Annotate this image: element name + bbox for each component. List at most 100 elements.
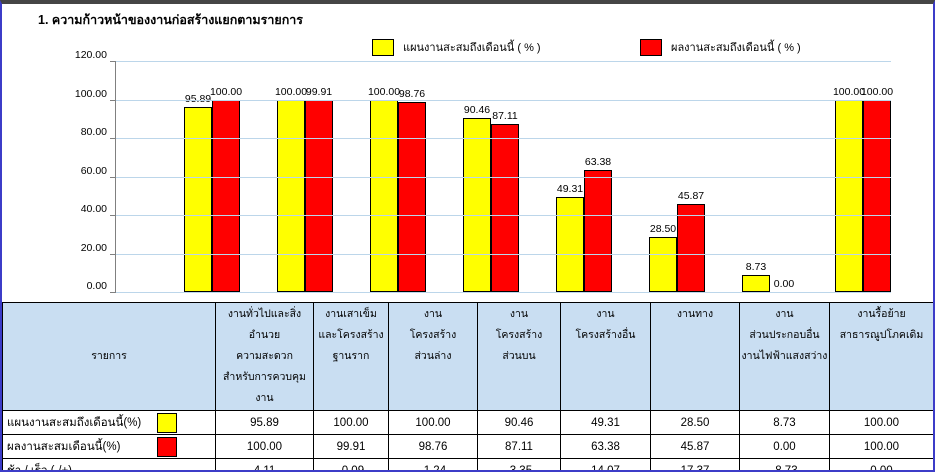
- value-cell: -1.24: [388, 458, 478, 470]
- row-label: ช้า / เร็ว (-/+): [7, 464, 73, 472]
- bar-group-6: 28.50 45.87: [649, 61, 705, 292]
- bar-value-label: 100.00: [209, 85, 243, 98]
- y-axis-tick-label: 0.00: [86, 280, 107, 292]
- value-cell: 98.76: [388, 434, 478, 459]
- plan-bar-slot: 28.50: [649, 61, 677, 292]
- bar-group-4: 90.46 87.11: [463, 61, 519, 292]
- value-cell: 95.89: [215, 410, 314, 435]
- column-header: งาน โครงสร้าง ส่วนล่าง: [388, 302, 478, 411]
- actual-bar: [677, 203, 705, 292]
- plan-bar: [184, 107, 212, 292]
- gridline: [116, 215, 891, 216]
- value-cell: -8.73: [739, 458, 830, 470]
- row-label-wrap: แผนงานสะสมถึงเดือนนี้(%): [4, 412, 215, 433]
- y-axis-tick: [110, 138, 116, 139]
- bar-value-label: 100.00: [832, 85, 866, 98]
- y-axis-tick: [110, 292, 116, 293]
- y-axis-tick-label: 60.00: [80, 164, 107, 177]
- legend-item-plan: แผนงานสะสมถึงเดือนนี้ ( % ): [372, 38, 541, 56]
- bar-value-label: 98.76: [398, 87, 426, 100]
- actual-bar: [491, 124, 519, 292]
- value-cell: 17.37: [650, 458, 740, 470]
- value-cell: 49.31: [560, 410, 651, 435]
- value-cell: 100.00: [829, 410, 933, 435]
- row-label-cell: ช้า / เร็ว (-/+): [2, 458, 216, 472]
- row-label: ผลงานสะสมเดือนนี้(%): [7, 440, 121, 453]
- plan-bar: [370, 99, 398, 292]
- value-cell: 100.00: [829, 434, 933, 459]
- bar-group-3: 100.00 98.76: [367, 61, 426, 292]
- value-cell: -0.09: [313, 458, 389, 470]
- bar-value-label: 0.00: [773, 278, 795, 290]
- data-table: รายการ งานทั่วไปและสิ่งอำนวย ความสะดวก สำ…: [2, 302, 933, 472]
- actual-bar-slot: 45.87: [677, 61, 705, 292]
- value-cell: 0.00: [739, 434, 830, 459]
- bar-group-5: 49.31 63.38: [556, 61, 612, 292]
- value-cell: 90.46: [477, 410, 561, 435]
- value-cell: 99.91: [313, 434, 389, 459]
- figure-title: 1. ความก้าวหน้าของงานก่อสร้างแยกตามรายกา…: [38, 13, 303, 27]
- plan-bar: [649, 237, 677, 292]
- value-cell: 0.00: [829, 458, 933, 470]
- row-label: แผนงานสะสมถึงเดือนนี้(%): [7, 416, 142, 429]
- actual-bar-slot: 63.38: [584, 61, 612, 292]
- actual-bar-slot: 98.76: [398, 61, 426, 292]
- value-cell: 14.07: [560, 458, 651, 470]
- actual-bar: [305, 99, 333, 292]
- column-header: งาน โครงสร้างอื่น: [560, 302, 651, 411]
- bar-value-label: 100.00: [367, 85, 401, 98]
- y-axis-tick: [110, 61, 116, 62]
- legend-item-actual: ผลงานสะสมถึงเดือนนี้ ( % ): [640, 38, 801, 56]
- legend-label-plan: แผนงานสะสมถึงเดือนนี้ ( % ): [403, 42, 541, 54]
- row-label-wrap: ช้า / เร็ว (-/+): [4, 462, 215, 472]
- y-axis-tick: [110, 99, 116, 101]
- gridline: [116, 138, 891, 139]
- table-row: ช้า / เร็ว (-/+) 4.11 -0.09 -1.24 -3.35 14.07…: [2, 458, 933, 472]
- plan-bar-slot: 8.73: [742, 61, 770, 292]
- plan-bar-slot: 100.00: [832, 61, 866, 292]
- gridline: [116, 99, 891, 101]
- actual-bar-slot: 100.00: [860, 61, 894, 292]
- bar-value-label: 100.00: [860, 85, 894, 98]
- y-axis-tick-label: 40.00: [80, 203, 107, 215]
- legend-label-actual: ผลงานสะสมถึงเดือนนี้ ( % ): [671, 42, 801, 54]
- y-axis-tick: [110, 176, 116, 178]
- value-cell: 28.50: [650, 410, 740, 435]
- plan-bar-slot: 100.00: [274, 61, 308, 292]
- column-header: รายการ: [2, 302, 216, 411]
- bar-value-label: 8.73: [745, 261, 767, 274]
- actual-bar-slot: 0.00: [770, 61, 798, 292]
- value-cell: 63.38: [560, 434, 651, 459]
- plan-bar: [277, 99, 305, 292]
- value-cell: 100.00: [215, 434, 314, 459]
- row-label-cell: แผนงานสะสมถึงเดือนนี้(%): [2, 410, 216, 435]
- actual-row-swatch: [157, 436, 177, 457]
- gridline: [116, 176, 891, 178]
- gridline: [116, 253, 891, 255]
- table-header-row: รายการ งานทั่วไปและสิ่งอำนวย ความสะดวก สำ…: [2, 302, 933, 411]
- y-axis-tick-label: 100.00: [74, 87, 107, 100]
- plan-row-swatch: [157, 412, 177, 433]
- bar-value-label: 90.46: [463, 103, 491, 116]
- bar-group-8: 100.00 100.00: [832, 61, 894, 292]
- y-axis-tick: [110, 215, 116, 216]
- plan-bar: [742, 275, 770, 292]
- value-cell: 45.87: [650, 434, 740, 459]
- column-header: งานรื้อย้าย สาธารณูปโภคเดิม: [829, 302, 933, 411]
- value-cell: 100.00: [388, 410, 478, 435]
- gridline: [116, 292, 891, 293]
- value-cell: 8.73: [739, 410, 830, 435]
- value-cell: 87.11: [477, 434, 561, 459]
- value-cell: -3.35: [477, 458, 561, 470]
- y-axis-tick-label: 20.00: [80, 241, 107, 254]
- y-axis-labels: 120.00 100.00 80.00 60.00 40.00 20.00 0.00: [59, 49, 107, 300]
- column-header: งานทาง: [650, 302, 740, 411]
- bar-value-label: 100.00: [274, 85, 308, 98]
- column-header: งานเสาเข็ม และโครงสร้าง ฐานราก: [313, 302, 389, 411]
- table-row: ผลงานสะสมเดือนนี้(%) 100.00 99.91 98.76 87.1…: [2, 434, 933, 459]
- bar-value-label: 99.91: [305, 85, 333, 98]
- chart-plot-area: 95.89 100.00 100.00 99.91 100.00 98.76 90.46 87…: [110, 61, 894, 293]
- value-cell: 4.11: [215, 458, 314, 470]
- bar-group-7: 8.73 0.00: [742, 61, 798, 292]
